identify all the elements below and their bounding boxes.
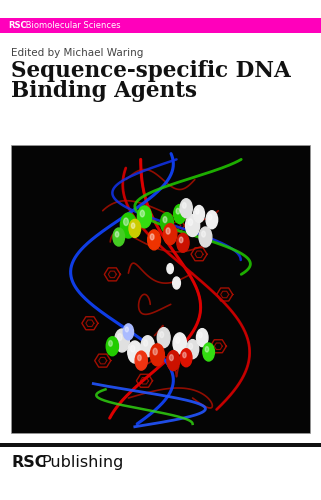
Circle shape <box>124 218 128 226</box>
Circle shape <box>153 348 157 355</box>
Circle shape <box>148 230 160 250</box>
Circle shape <box>199 332 202 338</box>
Circle shape <box>203 343 214 361</box>
Circle shape <box>128 341 142 363</box>
Circle shape <box>174 204 186 224</box>
Circle shape <box>205 346 209 352</box>
Text: Sequence-specific DNA: Sequence-specific DNA <box>11 60 291 82</box>
Circle shape <box>208 214 212 220</box>
Text: RSC: RSC <box>8 21 27 30</box>
Circle shape <box>176 337 180 344</box>
Circle shape <box>196 209 199 214</box>
Circle shape <box>160 332 164 338</box>
Circle shape <box>135 351 147 370</box>
Circle shape <box>115 329 129 352</box>
Circle shape <box>137 206 152 228</box>
Circle shape <box>131 346 135 352</box>
Circle shape <box>160 212 173 233</box>
Circle shape <box>173 277 180 289</box>
Bar <box>0 18 321 33</box>
Circle shape <box>157 328 170 347</box>
Circle shape <box>141 336 154 357</box>
Circle shape <box>120 213 136 238</box>
Circle shape <box>163 216 167 222</box>
Circle shape <box>117 334 122 340</box>
Circle shape <box>125 327 128 332</box>
Circle shape <box>186 214 200 236</box>
Circle shape <box>199 227 212 247</box>
Text: Biomolecular Sciences: Biomolecular Sciences <box>23 21 121 30</box>
Circle shape <box>106 337 118 356</box>
Circle shape <box>131 223 135 228</box>
Circle shape <box>179 237 183 243</box>
Circle shape <box>166 228 170 234</box>
Circle shape <box>113 228 125 246</box>
Circle shape <box>115 232 119 237</box>
Circle shape <box>167 350 180 370</box>
Circle shape <box>183 202 186 208</box>
Circle shape <box>150 344 164 366</box>
Circle shape <box>163 224 177 244</box>
Circle shape <box>194 206 204 222</box>
Text: Binding Agents: Binding Agents <box>11 80 197 102</box>
Circle shape <box>143 340 148 346</box>
Circle shape <box>180 199 192 218</box>
Text: Publishing: Publishing <box>41 455 124 470</box>
Circle shape <box>183 352 186 358</box>
Circle shape <box>109 340 112 346</box>
Circle shape <box>150 234 154 240</box>
Circle shape <box>188 219 193 226</box>
Circle shape <box>138 355 141 360</box>
Circle shape <box>173 333 187 354</box>
Circle shape <box>187 340 199 358</box>
Circle shape <box>206 211 218 229</box>
Circle shape <box>167 264 173 274</box>
Circle shape <box>169 354 173 360</box>
Circle shape <box>180 349 192 367</box>
Circle shape <box>202 231 205 237</box>
Circle shape <box>189 344 193 349</box>
Circle shape <box>129 220 141 238</box>
Circle shape <box>177 233 189 252</box>
Bar <box>11 145 310 432</box>
Text: Edited by Michael Waring: Edited by Michael Waring <box>11 48 143 58</box>
Circle shape <box>123 324 134 340</box>
Circle shape <box>196 328 208 346</box>
Bar <box>0 442 321 446</box>
Circle shape <box>176 208 180 214</box>
Text: RSC: RSC <box>11 455 47 470</box>
Circle shape <box>140 210 144 217</box>
